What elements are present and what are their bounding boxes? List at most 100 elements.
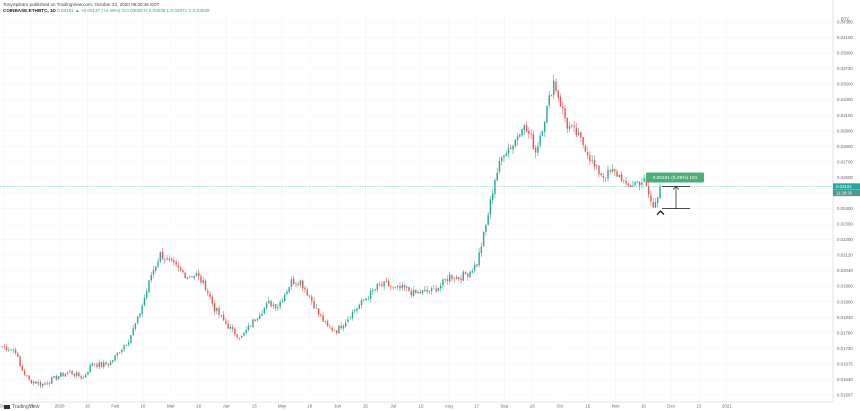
candle — [71, 369, 73, 376]
candle-body — [141, 305, 143, 315]
candle — [240, 335, 243, 339]
candle — [600, 172, 602, 177]
candle-body — [476, 264, 478, 266]
y-tick-label: 0.01567 — [837, 393, 853, 398]
candle — [313, 297, 315, 309]
candle — [304, 286, 306, 293]
candle — [347, 316, 349, 323]
candle-body — [195, 273, 198, 277]
candle — [417, 289, 419, 294]
candle-body — [501, 157, 503, 161]
candle-body — [643, 178, 645, 182]
candle-body — [482, 231, 485, 247]
candle — [265, 301, 268, 311]
candle-body — [30, 379, 33, 384]
candle-body — [80, 376, 82, 379]
tradingview-logo: TradingView — [4, 404, 40, 410]
candle-body — [60, 372, 62, 377]
candle-body — [78, 372, 80, 377]
candle-body — [51, 377, 53, 384]
candle — [428, 290, 431, 295]
candle — [467, 272, 469, 281]
symbol-line: COINBASE:ETHBTC, 1D 0.03191 ▲ +0.00137 (… — [3, 8, 210, 13]
x-tick-label: Jun — [334, 404, 342, 409]
candle — [130, 335, 132, 344]
candle — [455, 275, 458, 280]
candle — [225, 317, 227, 325]
candle-body — [94, 363, 96, 365]
candle — [553, 74, 555, 100]
candle-body — [302, 280, 304, 289]
candle-body — [62, 372, 64, 376]
candle-body — [175, 262, 177, 265]
candle-body — [19, 356, 21, 367]
candle-body — [543, 121, 546, 132]
candle-body — [107, 363, 109, 365]
candle — [559, 93, 562, 108]
candle-body — [188, 276, 191, 278]
candle-body — [568, 126, 571, 129]
candle — [204, 278, 207, 291]
candle-body — [202, 280, 204, 283]
candle — [245, 326, 247, 335]
candle — [1, 346, 3, 349]
candle-body — [136, 316, 139, 324]
candle — [435, 284, 437, 293]
candle-body — [512, 145, 514, 150]
candle-body — [455, 276, 458, 280]
candle — [302, 280, 304, 292]
candle — [365, 297, 367, 301]
candle — [218, 305, 220, 319]
candle — [127, 339, 130, 347]
candle — [227, 320, 229, 329]
candle — [548, 91, 550, 109]
candle — [534, 145, 537, 158]
candle-body — [87, 372, 89, 375]
candle-body — [155, 266, 157, 271]
candle — [421, 290, 424, 296]
y-tick-label: 0.01640 — [837, 377, 853, 382]
candle — [42, 383, 44, 388]
candle — [295, 281, 297, 288]
candle-body — [625, 180, 627, 184]
candle-body — [586, 152, 589, 156]
candle-body — [333, 330, 336, 331]
candle — [593, 155, 596, 171]
candle — [132, 324, 134, 336]
candle-body — [557, 90, 559, 98]
candle — [220, 314, 223, 318]
candle — [134, 322, 137, 331]
candle — [159, 251, 161, 264]
candle — [148, 279, 150, 294]
y-tick-label: 0.01780 — [837, 330, 853, 335]
candle — [326, 319, 329, 328]
publisher-line: TonySpilotro published on TradingView.co… — [3, 2, 160, 7]
candle — [143, 294, 146, 307]
candle — [464, 271, 467, 275]
candle — [299, 279, 302, 288]
candle — [292, 276, 295, 285]
candle-body — [564, 107, 566, 119]
candle — [200, 274, 202, 286]
candle-body — [507, 148, 510, 154]
candle-body — [213, 303, 216, 312]
candle-body — [363, 299, 365, 301]
x-tick-label: Oct — [557, 404, 565, 409]
candle-body — [198, 273, 200, 276]
candle-body — [374, 289, 376, 291]
candle — [5, 344, 8, 352]
last-price-tag — [833, 183, 860, 190]
candle-body — [387, 280, 390, 287]
candle-body — [340, 325, 342, 329]
candle-body — [182, 270, 184, 273]
candle — [623, 179, 625, 184]
candle — [356, 307, 358, 314]
candle-body — [132, 328, 134, 336]
candle — [349, 316, 351, 320]
candle-body — [161, 251, 164, 260]
candle — [487, 211, 489, 226]
y-tick-label: 0.02040 — [837, 268, 853, 273]
candle — [496, 167, 498, 182]
candle-body — [383, 281, 385, 287]
